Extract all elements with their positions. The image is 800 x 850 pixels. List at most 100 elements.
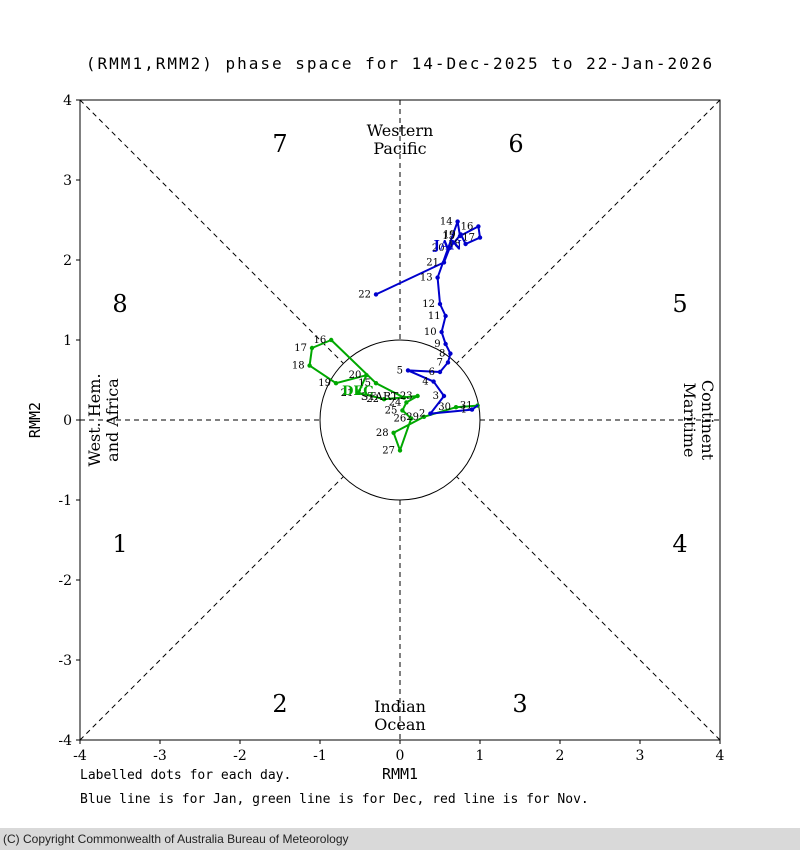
- day-label: 11: [428, 311, 441, 322]
- y-tick-label: -1: [58, 493, 72, 509]
- day-label: 26: [393, 413, 406, 424]
- day-label: 5: [397, 365, 403, 376]
- day-dot: [309, 345, 315, 351]
- day-dot: [448, 351, 453, 356]
- day-dot: [409, 416, 414, 421]
- day-dot: [401, 395, 407, 400]
- day-label: 14: [440, 217, 453, 228]
- day-dot: [356, 390, 361, 395]
- day-label: 29: [406, 412, 419, 423]
- y-tick-label: -3: [58, 653, 72, 669]
- day-dot: [445, 360, 451, 365]
- day-label: 4: [422, 377, 428, 388]
- region-label: Maritime: [680, 383, 699, 458]
- phase-number-3: 3: [512, 690, 527, 718]
- x-tick-label: 3: [636, 748, 645, 764]
- y-tick-label: 4: [63, 93, 72, 109]
- day-label: 20: [432, 243, 445, 254]
- day-dot: [453, 405, 459, 410]
- phase-number-4: 4: [672, 530, 687, 558]
- day-label: 21: [426, 257, 439, 268]
- day-dot: [431, 379, 436, 384]
- day-label: 8: [439, 349, 445, 360]
- region-label: Pacific: [373, 139, 426, 158]
- y-tick-label: -2: [58, 573, 72, 589]
- region-label: Ocean: [374, 715, 425, 734]
- day-label: 13: [420, 273, 433, 284]
- day-label: 19: [443, 229, 456, 240]
- unit-circle: [319, 339, 481, 501]
- day-label: 16: [461, 221, 474, 232]
- phase-number-7: 7: [272, 130, 287, 158]
- annotation-start: START: [361, 390, 399, 403]
- day-dot: [391, 430, 396, 435]
- day-label: 30: [438, 402, 451, 413]
- day-dot: [458, 232, 463, 237]
- phase-number-8: 8: [112, 290, 127, 318]
- x-tick-label: 0: [396, 748, 405, 764]
- day-dot: [437, 301, 443, 307]
- region-label: Western: [367, 121, 434, 140]
- x-axis-label: RMM1: [382, 765, 418, 783]
- day-label: 22: [366, 394, 379, 405]
- region-label: and Africa: [103, 378, 122, 462]
- day-label: 25: [385, 405, 398, 416]
- day-dot: [469, 407, 475, 412]
- day-dot: [441, 393, 447, 399]
- day-dot: [437, 369, 443, 375]
- region-label: West. Hem.: [85, 373, 104, 466]
- x-tick-label: -1: [313, 748, 327, 764]
- day-dot: [443, 313, 448, 319]
- day-dot: [329, 337, 334, 343]
- x-tick-label: -4: [73, 748, 87, 764]
- day-label: 9: [434, 339, 440, 350]
- phase-number-5: 5: [672, 290, 687, 318]
- x-tick-label: 2: [556, 748, 565, 764]
- day-label: 23: [400, 391, 413, 402]
- day-dot: [415, 393, 420, 399]
- phase-number-2: 2: [272, 690, 287, 718]
- day-label: 15: [358, 378, 371, 389]
- day-dot: [441, 260, 447, 265]
- day-label: 27: [382, 445, 395, 456]
- day-dot: [373, 292, 379, 297]
- day-label: 21: [341, 388, 354, 399]
- day-dot: [364, 373, 369, 378]
- day-dot: [333, 381, 339, 386]
- day-dot: [428, 411, 433, 416]
- day-label: 22: [358, 289, 371, 300]
- x-tick-label: -3: [153, 748, 167, 764]
- day-dot: [447, 245, 452, 251]
- day-dot: [381, 397, 387, 402]
- day-dot: [439, 329, 444, 335]
- day-label: 18: [292, 361, 305, 372]
- day-dot: [397, 448, 403, 453]
- y-axis-label: RMM2: [26, 402, 44, 438]
- day-dot: [373, 381, 379, 386]
- phase-number-6: 6: [508, 130, 523, 158]
- day-dot: [405, 368, 411, 373]
- day-dot: [421, 414, 427, 419]
- day-label: 28: [376, 428, 389, 439]
- day-dot: [404, 400, 409, 405]
- day-dot: [307, 363, 312, 368]
- day-label: 17: [462, 233, 475, 244]
- day-label: 19: [318, 378, 331, 389]
- day-label: 18: [448, 239, 461, 250]
- day-label: 2: [419, 409, 425, 420]
- phase-divider-line: [79, 99, 344, 364]
- caption-labelled-dots: Labelled dots for each day.: [80, 768, 292, 783]
- region-label: Continent: [698, 380, 717, 461]
- annotation-dec: DEC: [342, 384, 374, 399]
- day-dot: [463, 241, 468, 247]
- x-tick-label: -2: [233, 748, 247, 764]
- chart-title: (RMM1,RMM2) phase space for 14-Dec-2025 …: [85, 54, 715, 73]
- day-label: 24: [389, 397, 402, 408]
- day-label: 20: [349, 370, 362, 381]
- day-label: 31: [460, 401, 473, 412]
- day-dot: [476, 224, 481, 229]
- day-dot: [443, 341, 448, 347]
- day-dot: [400, 408, 405, 413]
- day-dot: [477, 235, 483, 240]
